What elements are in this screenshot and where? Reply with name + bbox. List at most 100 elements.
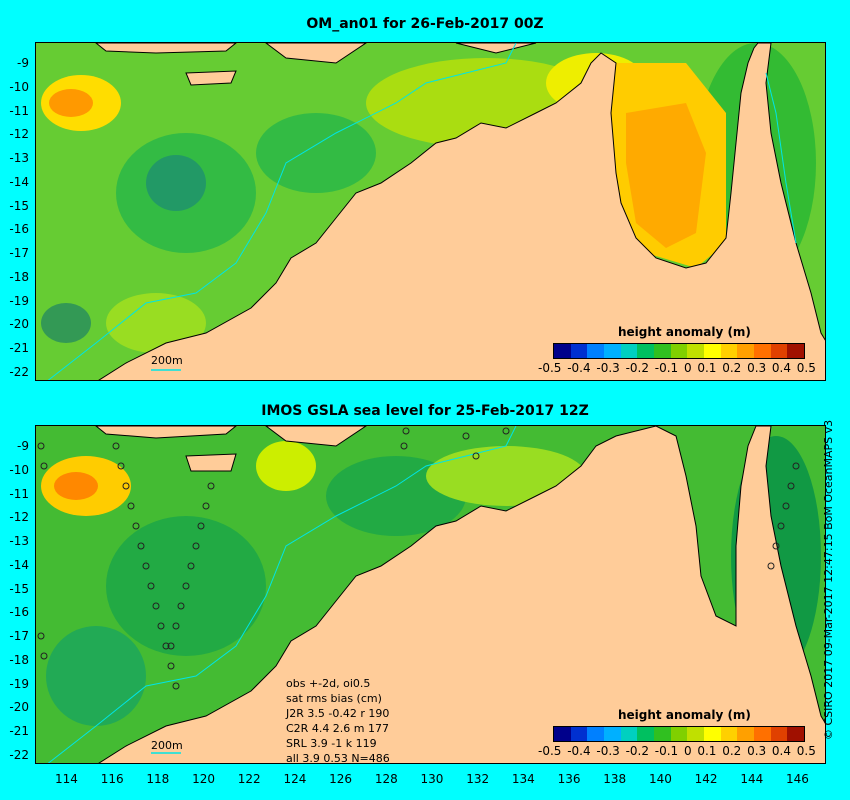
satellite-track-markers (37, 427, 800, 690)
anomaly-blob (106, 516, 266, 656)
colorbar-segment (704, 344, 721, 358)
gulf-anomaly-core (626, 103, 706, 248)
x-tick-label: 144 (740, 772, 764, 786)
colorbar-segment (604, 344, 621, 358)
stats-line: J2R 3.5 -0.42 r 190 (286, 707, 390, 720)
colorbar-tick-label: 0.5 (796, 361, 816, 375)
y-tick-label: -21 (9, 724, 29, 739)
top-map (36, 43, 825, 380)
colorbar-tick-label: -0.2 (625, 744, 649, 758)
australia-landmass (98, 426, 825, 763)
australia-landmass (98, 43, 825, 380)
bottom-y-axis: -9 -10 -11 -12 -13 -14 -15 -16 -17 -18 -19 -20 -21 -2… (0, 425, 33, 764)
colorbar-segment (754, 727, 771, 741)
top-map-panel: 200m height anomaly (m) -0.5 -0.4 -0.3 -0.2… (35, 42, 826, 381)
x-tick-label: 116 (100, 772, 124, 786)
y-tick-label: -17 (9, 629, 29, 644)
y-tick-label: -10 (9, 462, 29, 477)
anomaly-blob (54, 472, 98, 500)
colorbar-segment (604, 727, 621, 741)
x-tick-label: 134 (511, 772, 535, 786)
colorbar-segment (704, 727, 721, 741)
stats-line: all 3.9 0.53 N=486 (286, 752, 390, 764)
colorbar-segment (637, 344, 655, 358)
y-tick-label: -11 (9, 486, 29, 501)
colorbar-tick-label: 0.2 (722, 361, 742, 375)
colorbar-segment (570, 344, 588, 358)
isobath-200m (47, 426, 517, 763)
colorbar-tick-label: 0.4 (771, 361, 792, 375)
colorbar-segment (554, 727, 571, 741)
island (95, 43, 237, 54)
colorbar-segment (720, 344, 738, 358)
colorbar-tick-label: -0.3 (596, 361, 620, 375)
colorbar-tick-label: 0.1 (697, 744, 717, 758)
y-tick-label: -21 (9, 341, 29, 356)
colorbar-segment (637, 727, 655, 741)
island (185, 453, 237, 472)
y-tick-label: -15 (9, 198, 29, 213)
colorbar-segment (670, 727, 688, 741)
colorbar-segment (620, 727, 638, 741)
x-tick-label: 146 (786, 772, 809, 786)
colorbar-segment (570, 727, 588, 741)
x-tick-label: 118 (146, 772, 170, 786)
bottom-map-panel: 200m obs +-2d, oi0.5 sat rms bias (cm) J… (35, 425, 826, 764)
x-tick-label: 128 (374, 772, 398, 786)
isobath-200m (47, 43, 517, 380)
colorbar-tick-label: 0 (683, 361, 692, 375)
colorbar-segment (737, 344, 755, 358)
colorbar-segment (654, 727, 671, 741)
colorbar-tick-label: -0.5 (538, 744, 562, 758)
x-tick-label: 130 (420, 772, 444, 786)
stats-line: obs +-2d, oi0.5 (286, 677, 371, 690)
island (95, 426, 237, 439)
x-tick-label: 140 (648, 772, 672, 786)
x-tick-label: 132 (466, 772, 490, 786)
stats-line: C2R 4.4 2.6 m 177 (286, 722, 390, 735)
colorbar-tick-label: -0.5 (538, 361, 562, 375)
colorbar-segment (787, 727, 805, 741)
top-y-axis: -9 -10 -11 -12 -13 -14 -15 -16 -17 -18 -19 -20 -21 -2… (0, 42, 33, 381)
y-tick-label: -16 (9, 222, 29, 237)
stats-line: sat rms bias (cm) (286, 692, 382, 705)
y-tick-label: -22 (9, 748, 29, 762)
colorbar-tick-label: -0.4 (567, 744, 591, 758)
y-tick-label: -18 (9, 652, 29, 667)
anomaly-blob (49, 89, 93, 117)
anomaly-blob (106, 293, 206, 353)
y-tick-label: -14 (9, 557, 29, 572)
y-tick-label: -10 (9, 79, 29, 94)
anomaly-blob (256, 113, 376, 193)
colorbar (553, 726, 805, 742)
colorbar-segment (770, 727, 788, 741)
scale-label: 200m (151, 354, 183, 367)
colorbar-tick-label: 0.5 (796, 744, 816, 758)
y-tick-label: -11 (9, 103, 29, 118)
anomaly-blob (41, 303, 91, 343)
colorbar-segment (720, 727, 738, 741)
colorbar-segment (587, 344, 605, 358)
colorbar-segment (654, 344, 671, 358)
x-tick-label: 114 (55, 772, 78, 786)
island (455, 43, 537, 54)
colorbar-title: height anomaly (m) (618, 708, 751, 722)
bottom-map (36, 426, 825, 763)
colorbar-tick-label: 0.1 (697, 361, 717, 375)
colorbar (553, 343, 805, 359)
y-tick-label: -20 (9, 700, 29, 715)
island (265, 43, 367, 64)
colorbar-segment (737, 727, 755, 741)
colorbar-segment (554, 344, 571, 358)
colorbar-tick-label: 0.4 (771, 744, 792, 758)
y-tick-label: -9 (17, 439, 29, 453)
colorbar-segment (754, 344, 771, 358)
colorbar-segment (687, 727, 705, 741)
bottom-panel-title: IMOS GSLA sea level for 25-Feb-2017 12Z (261, 403, 589, 419)
x-axis: 114 116 118 120 122 124 126 128 130 132 134 136 138 1… (35, 772, 826, 792)
colorbar-tick-label: -0.2 (625, 361, 649, 375)
colorbar-title: height anomaly (m) (618, 325, 751, 339)
y-tick-label: -19 (9, 293, 29, 308)
colorbar-tick-label: 0.3 (747, 744, 767, 758)
anomaly-blob (46, 626, 146, 726)
